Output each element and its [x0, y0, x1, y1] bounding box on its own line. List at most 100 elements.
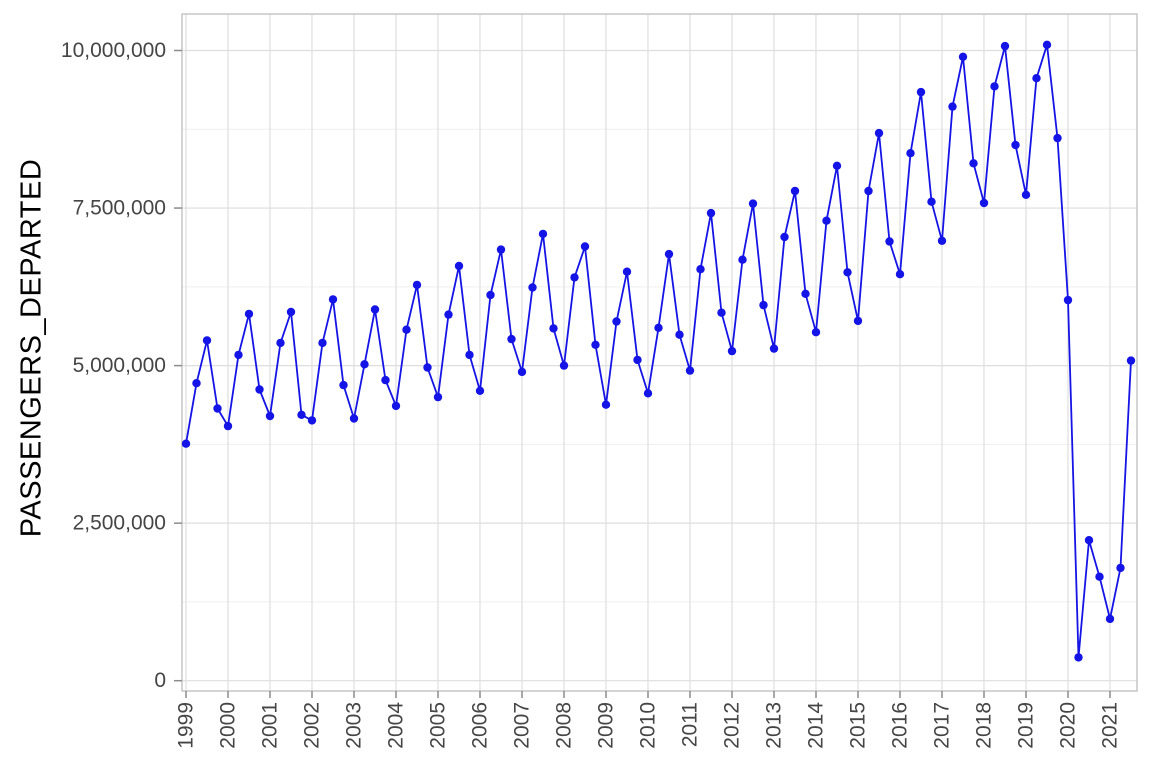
data-point	[318, 338, 327, 348]
data-point	[748, 199, 758, 208]
data-point	[402, 325, 411, 334]
data-point	[444, 310, 453, 319]
data-point	[948, 102, 957, 111]
panel-border	[181, 13, 1138, 692]
data-point	[969, 159, 978, 168]
data-point	[906, 149, 915, 158]
data-point	[297, 410, 306, 419]
data-point	[1000, 41, 1010, 51]
data-point	[517, 367, 527, 377]
data-point	[286, 307, 296, 317]
data-point	[864, 186, 873, 196]
x-tick-label: 1999	[175, 702, 198, 749]
x-tick-label: 2005	[427, 702, 450, 749]
data-point	[717, 308, 726, 317]
data-point	[706, 208, 716, 218]
x-tick-label: 2002	[301, 702, 324, 749]
x-tick-label: 2018	[973, 702, 996, 749]
data-point	[328, 295, 338, 304]
data-point	[528, 283, 537, 292]
x-tick-label: 2012	[721, 702, 744, 749]
data-point	[1105, 614, 1115, 624]
data-point	[423, 363, 432, 372]
x-tick-label: 2003	[343, 702, 366, 749]
data-point	[979, 198, 989, 208]
data-point	[916, 87, 926, 97]
data-point	[654, 323, 663, 332]
y-tick-label: 2,500,000	[73, 512, 166, 535]
x-tick-label: 2020	[1057, 702, 1080, 749]
x-tick-label: 2014	[805, 702, 828, 749]
x-tick-label: 2009	[595, 702, 618, 749]
data-point	[360, 360, 369, 369]
y-tick-label: 7,500,000	[73, 197, 166, 220]
data-point	[853, 316, 863, 326]
y-tick-label: 0	[154, 669, 166, 692]
data-point	[591, 340, 600, 349]
y-axis-labels: 0 2,500,000 5,000,000 7,500,000 10,000,000	[61, 39, 166, 692]
series-line	[185, 43, 1132, 659]
data-point	[234, 350, 243, 360]
data-point	[780, 232, 789, 242]
data-point	[790, 186, 800, 196]
data-point	[895, 270, 905, 279]
data-point	[181, 439, 191, 448]
data-point	[1021, 190, 1031, 199]
data-point	[339, 380, 348, 390]
data-point	[265, 411, 275, 421]
x-tick-label: 2015	[847, 702, 870, 749]
data-point	[381, 375, 390, 385]
series-points	[181, 40, 1136, 662]
data-point	[454, 261, 464, 271]
data-point	[622, 267, 632, 276]
data-point	[549, 324, 558, 333]
data-point	[433, 392, 443, 402]
x-tick-label: 2016	[889, 702, 912, 749]
data-point	[1084, 536, 1094, 545]
y-tick-label: 5,000,000	[73, 354, 166, 377]
data-point	[496, 245, 506, 254]
axis-ticks	[174, 49, 1111, 698]
data-point	[276, 338, 285, 348]
data-point	[1074, 653, 1083, 662]
data-point	[580, 242, 590, 251]
data-point	[675, 330, 684, 339]
data-point	[1032, 74, 1041, 83]
x-tick-label: 2008	[553, 702, 576, 749]
data-point	[507, 334, 516, 344]
x-tick-label: 2000	[217, 702, 240, 749]
data-point	[612, 317, 621, 326]
data-point	[990, 82, 999, 91]
data-point	[727, 346, 737, 356]
data-point	[1053, 133, 1062, 143]
data-point	[601, 400, 611, 409]
minor-gridlines	[182, 128, 1137, 603]
data-point	[1116, 563, 1125, 573]
data-point	[685, 366, 695, 375]
data-point	[192, 379, 201, 388]
data-point	[1042, 40, 1052, 49]
data-point	[759, 300, 768, 310]
x-tick-label: 2007	[511, 702, 534, 749]
data-point	[1011, 140, 1020, 150]
x-tick-label: 2019	[1015, 702, 1038, 749]
data-point	[769, 344, 779, 353]
x-tick-label: 2004	[385, 702, 408, 749]
data-point	[475, 386, 485, 395]
data-point	[738, 255, 747, 264]
x-tick-label: 2001	[259, 702, 282, 749]
data-point	[643, 389, 653, 398]
data-point	[1095, 572, 1104, 581]
data-point	[370, 305, 380, 314]
data-point	[307, 416, 317, 425]
data-point	[486, 290, 495, 300]
data-point	[213, 404, 222, 413]
data-point	[244, 309, 254, 319]
data-point	[559, 361, 569, 370]
x-tick-label: 2013	[763, 702, 786, 749]
data-point	[538, 229, 548, 239]
major-gridlines	[182, 14, 1137, 691]
data-point	[664, 249, 674, 259]
